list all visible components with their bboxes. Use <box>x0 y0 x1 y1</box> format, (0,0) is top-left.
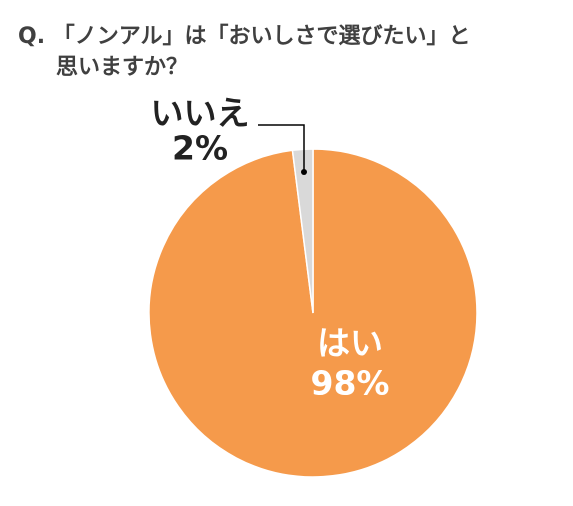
pie <box>148 148 478 478</box>
slice-label: はい <box>317 324 383 363</box>
leader-dot <box>301 169 307 175</box>
chart-title: 思いますか？ <box>56 55 188 80</box>
pie-slice <box>291 148 314 314</box>
slice-label: いいえ <box>151 94 250 133</box>
chart-title: Q. 「ノンアル」は「おいしさで選びたい」と <box>18 24 471 49</box>
value-label: 2% <box>172 129 228 168</box>
leader-line <box>258 124 305 172</box>
value-label: 98% <box>311 364 390 403</box>
